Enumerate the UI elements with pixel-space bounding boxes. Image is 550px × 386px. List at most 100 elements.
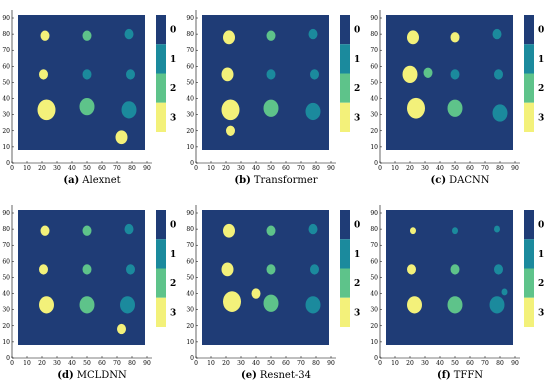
- class-region: [492, 104, 508, 122]
- colorbar-segment: [340, 297, 350, 327]
- y-tick-label: 20: [2, 323, 10, 330]
- caption: (e) Resnet-34: [241, 370, 311, 381]
- map-background: [386, 210, 513, 345]
- y-tick-label: 70: [186, 242, 194, 249]
- colorbar-segment: [156, 239, 166, 269]
- colorbar-segment: [340, 44, 350, 74]
- y-tick-label: 60: [186, 258, 194, 265]
- class-region: [305, 296, 321, 314]
- x-tick-label: 30: [53, 360, 61, 367]
- colorbar-segment: [524, 297, 534, 327]
- colorbar-segment: [156, 15, 166, 45]
- class-region: [310, 264, 319, 275]
- y-tick-label: 60: [370, 63, 378, 70]
- colorbar-segment: [340, 73, 350, 103]
- x-tick-label: 10: [23, 360, 31, 367]
- class-region: [226, 125, 235, 136]
- panel: 0 10 20 30 40 50 60 70 80 90 0 10 20 30 40 50 60 70 80 90 0 1…: [370, 10, 544, 186]
- colorbar-label: 1: [538, 250, 544, 260]
- y-tick-label: 30: [186, 112, 194, 119]
- class-region: [308, 28, 318, 40]
- caption: (c) DACNN: [431, 175, 490, 186]
- class-region: [450, 69, 460, 80]
- class-region: [221, 99, 240, 121]
- colorbar-label: 1: [538, 55, 544, 65]
- y-tick-label: 10: [2, 339, 10, 346]
- colorbar-label: 3: [354, 113, 360, 123]
- map-background: [202, 210, 329, 345]
- y-tick-label: 30: [186, 307, 194, 314]
- colorbar-label: 3: [354, 308, 360, 318]
- y-tick-label: 60: [2, 258, 10, 265]
- x-tick-label: 0: [378, 165, 382, 172]
- colorbar-segment: [524, 210, 534, 240]
- class-region: [82, 264, 92, 275]
- x-tick-label: 20: [222, 165, 230, 172]
- class-region: [310, 69, 319, 80]
- class-region: [39, 69, 48, 80]
- colorbar-label: 3: [170, 308, 176, 318]
- y-tick-label: 70: [370, 242, 378, 249]
- class-region: [402, 65, 418, 84]
- y-tick-label: 70: [186, 47, 194, 54]
- x-tick-label: 40: [252, 165, 260, 172]
- class-region: [40, 30, 50, 41]
- y-tick-label: 90: [2, 210, 10, 217]
- x-tick-label: 90: [511, 360, 519, 367]
- class-region: [489, 296, 505, 314]
- colorbar-segment: [156, 297, 166, 327]
- class-region: [407, 30, 419, 45]
- y-tick-label: 50: [2, 274, 10, 281]
- x-tick-label: 80: [128, 360, 136, 367]
- y-tick-label: 70: [2, 47, 10, 54]
- class-region: [447, 296, 463, 314]
- x-tick-label: 70: [113, 165, 121, 172]
- colorbar-segment: [156, 44, 166, 74]
- x-tick-label: 50: [451, 360, 459, 367]
- class-region: [447, 99, 463, 117]
- class-region: [39, 264, 48, 275]
- caption: (d) MCLDNN: [57, 370, 127, 381]
- class-region: [39, 296, 54, 314]
- colorbar-label: 0: [170, 26, 176, 36]
- y-tick-label: 40: [2, 96, 10, 103]
- colorbar-label: 3: [538, 113, 544, 123]
- class-region: [407, 264, 416, 275]
- caption-label: (a): [63, 175, 79, 186]
- caption-name: DACNN: [449, 175, 490, 186]
- y-tick-label: 80: [370, 226, 378, 233]
- class-region: [124, 28, 134, 40]
- x-tick-label: 90: [327, 360, 335, 367]
- class-region: [40, 225, 50, 236]
- class-region: [450, 32, 460, 43]
- colorbar-label: 2: [538, 84, 544, 94]
- x-tick-label: 30: [421, 165, 429, 172]
- caption-label: (b): [234, 175, 250, 186]
- caption-name: Resnet-34: [260, 370, 311, 381]
- class-region: [266, 264, 276, 275]
- x-tick-label: 40: [252, 360, 260, 367]
- class-region: [492, 28, 502, 40]
- colorbar-label: 3: [538, 308, 544, 318]
- y-tick-label: 60: [370, 258, 378, 265]
- colorbar-label: 2: [354, 84, 360, 94]
- x-tick-label: 20: [406, 360, 414, 367]
- colorbar-segment: [156, 73, 166, 103]
- y-tick-label: 20: [370, 323, 378, 330]
- y-tick-label: 40: [2, 291, 10, 298]
- y-tick-label: 0: [190, 160, 194, 167]
- class-region: [79, 296, 95, 314]
- y-tick-label: 0: [190, 355, 194, 362]
- y-tick-label: 80: [2, 31, 10, 38]
- y-tick-label: 80: [186, 31, 194, 38]
- colorbar-segment: [340, 15, 350, 45]
- class-region: [266, 30, 276, 41]
- y-tick-label: 90: [370, 210, 378, 217]
- y-tick-label: 20: [2, 128, 10, 135]
- x-tick-label: 50: [83, 360, 91, 367]
- x-tick-label: 10: [391, 165, 399, 172]
- x-tick-label: 30: [237, 165, 245, 172]
- class-region: [494, 225, 500, 233]
- x-tick-label: 40: [68, 165, 76, 172]
